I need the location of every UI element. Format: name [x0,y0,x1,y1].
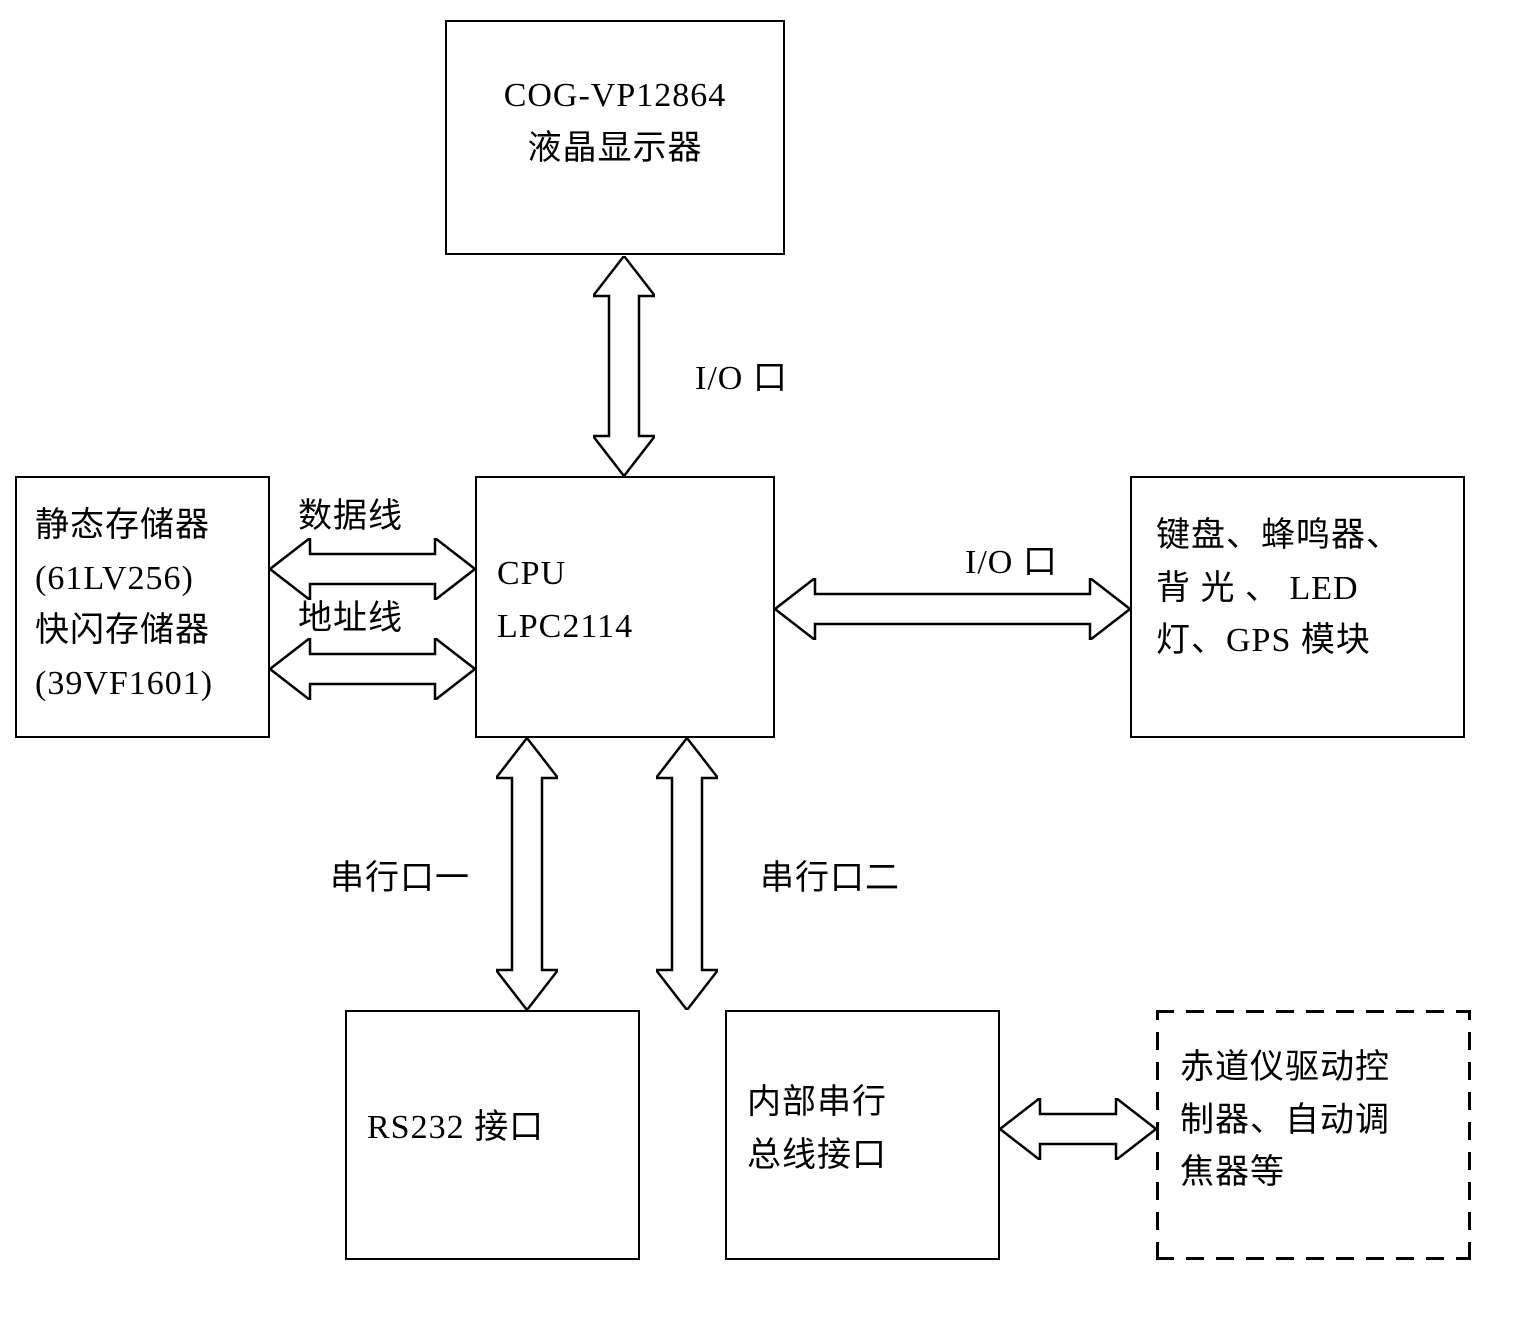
node-io: 键盘、蜂鸣器、 背 光 、 LED 灯、GPS 模块 [1130,476,1465,738]
node-line: 内部串行 [747,1077,978,1130]
node-line: 背 光 、 LED [1156,563,1439,616]
node-line: 快闪存储器 [35,605,250,658]
edge-label: I/O 口 [695,350,788,399]
diagram-canvas: COG-VP12864 液晶显示器 CPU LPC2114 静态存储器 (61L… [0,0,1536,1318]
node-line: 静态存储器 [35,500,250,553]
node-lcd: COG-VP12864 液晶显示器 [445,20,785,255]
edge-label: 数据线 [298,488,403,537]
node-bus: 内部串行 总线接口 [725,1010,1000,1260]
node-mem: 静态存储器 (61LV256) 快闪存储器 (39VF1601) [15,476,270,738]
node-line: 总线接口 [747,1130,978,1183]
edge-label: 串行口一 [330,850,470,899]
arrow-bus-drv [1000,1098,1156,1160]
arrow-lcd-cpu [593,256,655,476]
arrow-cpu-io [775,578,1130,640]
node-line: (61LV256) [35,553,250,606]
node-line: 液晶显示器 [467,123,763,176]
node-cpu: CPU LPC2114 [475,476,775,738]
node-line: 灯、GPS 模块 [1156,615,1439,668]
edge-label: I/O 口 [965,534,1058,583]
node-line: CPU [497,548,753,601]
edge-label: 串行口二 [760,850,900,899]
node-line: COG-VP12864 [467,70,763,123]
edge-label: 地址线 [298,590,403,639]
node-line: RS232 接口 [367,1102,618,1155]
arrow-mem-cpu-addr [270,638,475,700]
node-line: 键盘、蜂鸣器、 [1156,510,1439,563]
node-line: LPC2114 [497,601,753,654]
node-drv: 赤道仪驱动控 制器、自动调 焦器等 [1156,1010,1471,1260]
arrow-cpu-rs232 [496,738,558,1010]
node-line: 赤道仪驱动控 [1180,1042,1447,1095]
node-line: 制器、自动调 [1180,1095,1447,1148]
node-rs232: RS232 接口 [345,1010,640,1260]
arrow-cpu-bus [656,738,718,1010]
node-line: (39VF1601) [35,658,250,711]
node-line: 焦器等 [1180,1147,1447,1200]
